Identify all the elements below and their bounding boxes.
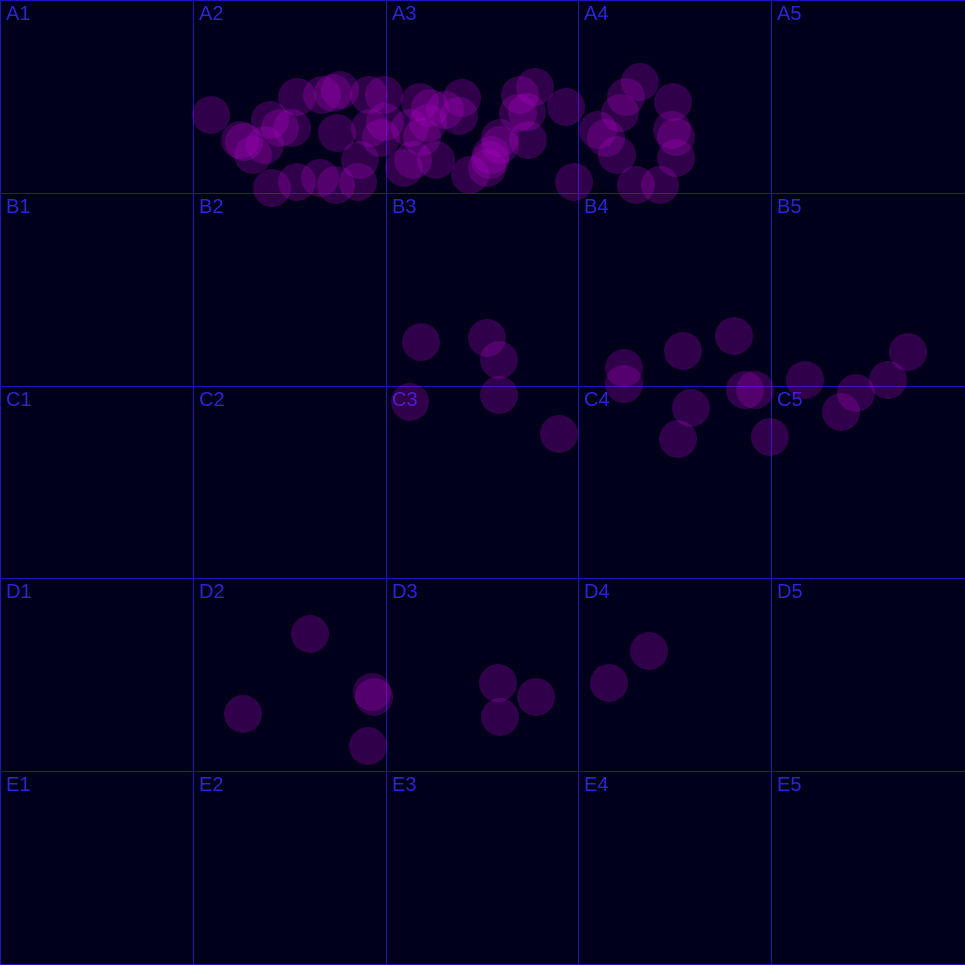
- grid-cell-label: A3: [392, 3, 417, 25]
- grid-cell-d1[interactable]: D1: [0, 578, 194, 772]
- grid-cell-c4[interactable]: C4: [578, 386, 772, 579]
- grid-cell-label: A2: [199, 3, 224, 25]
- grid-cell-c3[interactable]: C3: [386, 386, 579, 579]
- grid-cell-d5[interactable]: D5: [771, 578, 965, 772]
- grid-cell-label: B4: [584, 196, 609, 218]
- grid-cell-e4[interactable]: E4: [578, 771, 772, 965]
- grid-cell-label: C2: [199, 389, 225, 411]
- grid-cell-e5[interactable]: E5: [771, 771, 965, 965]
- grid-cell-label: B1: [6, 196, 31, 218]
- grid-cell-label: D4: [584, 581, 610, 603]
- grid-cell-label: C5: [777, 389, 803, 411]
- grid-cell-b5[interactable]: B5: [771, 193, 965, 387]
- grid-cell-label: E4: [584, 774, 609, 796]
- grid-cell-label: B2: [199, 196, 224, 218]
- grid-cell-e3[interactable]: E3: [386, 771, 579, 965]
- grid-cell-label: A1: [6, 3, 31, 25]
- grid-cell-label: E5: [777, 774, 802, 796]
- grid-cell-label: C3: [392, 389, 418, 411]
- grid-cell-label: A5: [777, 3, 802, 25]
- grid-cell-b1[interactable]: B1: [0, 193, 194, 387]
- grid-cell-b2[interactable]: B2: [193, 193, 387, 387]
- grid-cell-d4[interactable]: D4: [578, 578, 772, 772]
- grid-cell-label: D5: [777, 581, 803, 603]
- grid-cell-label: D3: [392, 581, 418, 603]
- grid-cell-c2[interactable]: C2: [193, 386, 387, 579]
- grid-cell-label: B5: [777, 196, 802, 218]
- grid-cell-d3[interactable]: D3: [386, 578, 579, 772]
- grid-cell-label: E1: [6, 774, 31, 796]
- grid-cell-a4[interactable]: A4: [578, 0, 772, 194]
- grid-cell-label: D2: [199, 581, 225, 603]
- grid-cell-label: C1: [6, 389, 32, 411]
- grid-cell-e1[interactable]: E1: [0, 771, 194, 965]
- grid-cell-a5[interactable]: A5: [771, 0, 965, 194]
- grid-cell-label: D1: [6, 581, 32, 603]
- grid-cell-label: C4: [584, 389, 610, 411]
- grid-cell-e2[interactable]: E2: [193, 771, 387, 965]
- grid-cell-a1[interactable]: A1: [0, 0, 194, 194]
- grid-cell-d2[interactable]: D2: [193, 578, 387, 772]
- grid-cell-c1[interactable]: C1: [0, 386, 194, 579]
- grid-cell-b3[interactable]: B3: [386, 193, 579, 387]
- grid-cell-label: E2: [199, 774, 224, 796]
- grid-cell-label: E3: [392, 774, 417, 796]
- grid-cell-label: B3: [392, 196, 417, 218]
- grid-cell-a3[interactable]: A3: [386, 0, 579, 194]
- grid-cell-label: A4: [584, 3, 609, 25]
- grid-cell-a2[interactable]: A2: [193, 0, 387, 194]
- grid-cell-b4[interactable]: B4: [578, 193, 772, 387]
- grid-cell-c5[interactable]: C5: [771, 386, 965, 579]
